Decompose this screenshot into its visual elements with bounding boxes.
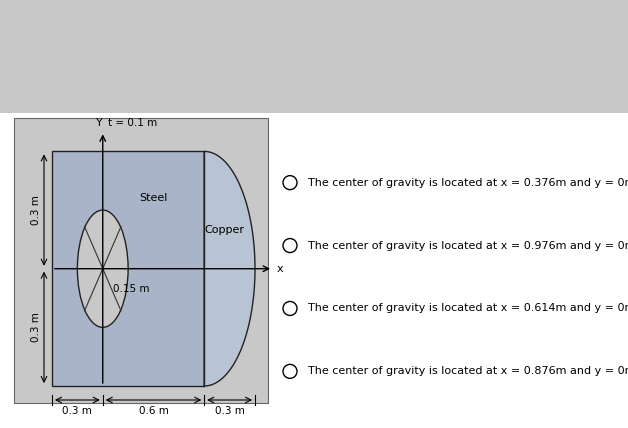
Bar — [14, 119, 268, 403]
Text: 0.15 m: 0.15 m — [113, 284, 149, 294]
Text: and its density is 87.3kN/m³.: and its density is 87.3kN/m³. — [8, 89, 184, 102]
Text: 0.3 m: 0.3 m — [31, 195, 41, 225]
Text: made of steel and its density is 77kN/m³. The semicircle plate is made of copper: made of steel and its density is 77kN/m³… — [8, 64, 502, 77]
Text: has a circular cavity of radius 0.15m (see the figure below). The rectangular pl: has a circular cavity of radius 0.15m (s… — [8, 39, 524, 52]
Text: x: x — [277, 264, 284, 274]
Text: 0.6 m: 0.6 m — [139, 406, 168, 416]
Text: 0.3 m: 0.3 m — [31, 312, 41, 342]
Text: t = 0.1 m: t = 0.1 m — [108, 119, 157, 128]
Bar — [52, 152, 204, 386]
Text: Copper: Copper — [205, 225, 244, 235]
Ellipse shape — [77, 210, 128, 327]
Text: 0.3 m: 0.3 m — [215, 406, 244, 416]
Text: The center of gravity is located at x = 0.614m and y = 0m: The center of gravity is located at x = … — [308, 303, 628, 313]
Text: The center of gravity is located at x = 0.376m and y = 0m: The center of gravity is located at x = … — [308, 178, 628, 187]
Text: The center of gravity is located at x = 0.876m and y = 0m: The center of gravity is located at x = … — [308, 366, 628, 376]
Text: 0.3 m: 0.3 m — [62, 406, 92, 416]
Text: Steel: Steel — [139, 193, 168, 203]
Polygon shape — [204, 152, 255, 386]
Text: The center of gravity is located at x = 0.976m and y = 0m: The center of gravity is located at x = … — [308, 241, 628, 250]
Text: Y: Y — [96, 119, 103, 128]
Text: Determine the center of gravity of the plate of uniform thickness t = 0.1m which: Determine the center of gravity of the p… — [8, 14, 504, 27]
